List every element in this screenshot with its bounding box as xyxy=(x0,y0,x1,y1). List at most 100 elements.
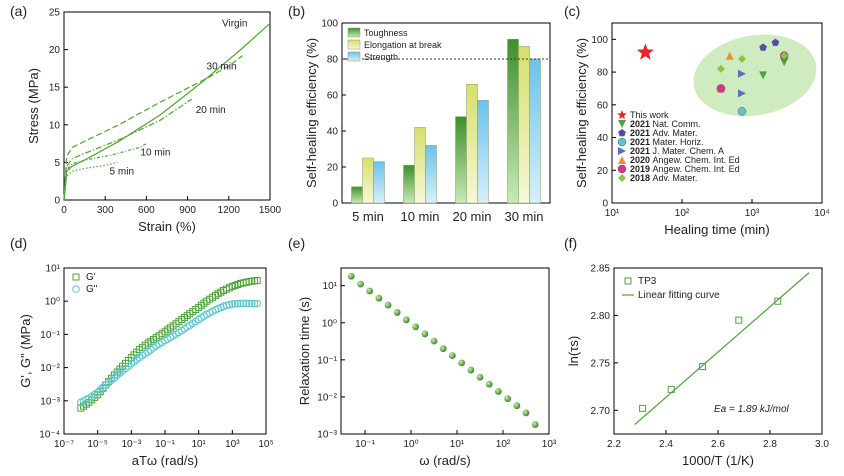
data-point xyxy=(402,316,410,324)
x-tick-label: 10⁵ xyxy=(258,439,273,450)
panel-label-c: (c) xyxy=(564,3,580,19)
x-axis-label: aTω (rad/s) xyxy=(132,453,199,468)
legend-swatch xyxy=(347,51,361,62)
legend-marker xyxy=(618,120,626,128)
panel-label-a: (a) xyxy=(10,3,27,19)
y-tick-label: 10⁻³ xyxy=(317,430,337,441)
x-tick-label: 10¹ xyxy=(605,208,620,219)
data-point xyxy=(93,388,102,397)
legend-marker xyxy=(617,137,627,147)
data-point xyxy=(96,386,105,394)
data-point xyxy=(421,330,429,338)
annotation: Ea = 1.89 kJ/mol xyxy=(714,404,790,415)
bar xyxy=(373,161,385,204)
bar xyxy=(403,164,415,204)
legend-marker xyxy=(618,174,626,182)
data-point xyxy=(716,84,726,93)
data-point xyxy=(448,352,456,360)
legend-label: 2018 Adv. Mater. xyxy=(630,173,697,183)
data-point xyxy=(231,300,239,308)
legend-label: 2020 Angew. Chem. Int. Ed xyxy=(630,155,740,165)
x-tick-label: 10⁻⁷ xyxy=(54,439,74,450)
x-tick-label: 600 xyxy=(138,205,155,216)
x-axis-label: ω (rad/s) xyxy=(419,453,470,468)
x-axis-label: Strain (%) xyxy=(138,219,196,234)
x-tick-label: 10¹ xyxy=(450,439,465,450)
data-point xyxy=(522,409,530,417)
data-point xyxy=(774,297,782,305)
data-point xyxy=(430,337,438,345)
data-point xyxy=(116,369,124,377)
data-point xyxy=(737,107,747,116)
y-tick-label: 5 xyxy=(54,158,60,169)
y-tick-label: 10⁻¹ xyxy=(40,330,60,341)
data-point xyxy=(366,287,374,295)
y-axis-label: Self-healing efficiency (%) xyxy=(574,38,589,188)
y-tick-label: 10⁰ xyxy=(322,318,337,329)
legend-label: Linear fitting curve xyxy=(638,290,720,301)
data-point xyxy=(780,51,789,60)
x-tick-label: 10³ xyxy=(745,208,760,219)
series-line xyxy=(63,98,193,201)
data-point xyxy=(476,373,484,381)
bar xyxy=(518,46,530,204)
y-axis-label: G', G" (MPa) xyxy=(18,314,33,388)
x-axis-label: Healing time (min) xyxy=(664,222,769,237)
x-tick-label: 10⁰ xyxy=(403,439,418,450)
legend-label: 2019 Angew. Chem. Int. Ed xyxy=(630,164,740,174)
series-line xyxy=(63,161,118,201)
bar xyxy=(529,58,541,204)
x-tick-label: 0 xyxy=(61,205,67,216)
legend-marker xyxy=(624,277,632,285)
y-tick-label: 10⁻⁴ xyxy=(39,430,60,441)
y-tick-label: 0 xyxy=(54,196,60,207)
plot-frame xyxy=(611,22,823,204)
panel-c: 10¹ 10² 10³ 10⁴ 0 20 40 60 80 100 Healing time (mi… xyxy=(574,22,830,237)
y-tick-label: 10⁻³ xyxy=(40,396,60,407)
data-point xyxy=(253,277,261,285)
data-point xyxy=(738,89,747,98)
legend-label: Elongation at break xyxy=(364,40,442,50)
y-tick-label: 15 xyxy=(49,83,61,94)
data-point xyxy=(504,395,512,403)
panel-d: 10⁻⁷ 10⁻⁵ 10⁻³ 10⁻¹ 10¹ 10³ 10⁵ 10⁻⁴ 10⁻³ 10⁻² 10⁻… xyxy=(18,264,274,469)
x-tick-label: 5 min xyxy=(352,209,384,224)
data-point xyxy=(239,299,248,308)
data-point xyxy=(113,371,121,380)
series-label: Virgin xyxy=(222,18,247,29)
data-point xyxy=(347,272,355,280)
panel-label-b: (b) xyxy=(288,3,305,19)
bar xyxy=(507,38,519,204)
y-tick-label: 10⁻¹ xyxy=(317,355,337,366)
data-point xyxy=(467,366,475,374)
panel-label-e: (e) xyxy=(288,235,305,251)
x-tick-label: 20 min xyxy=(452,209,491,224)
data-point xyxy=(99,383,107,392)
legend-label: Strength xyxy=(364,52,398,62)
y-tick-label: 60 xyxy=(327,91,339,102)
bar xyxy=(351,186,363,204)
legend-label: This work xyxy=(630,110,669,120)
bar xyxy=(362,157,374,204)
legend-swatch xyxy=(347,27,361,38)
x-tick-label: 10³ xyxy=(542,439,557,450)
y-tick-label: 80 xyxy=(327,55,339,66)
y-tick-label: 10 xyxy=(49,120,61,131)
x-tick-label: 10⁻⁵ xyxy=(87,439,108,450)
data-point xyxy=(242,299,251,308)
legend-label: 2021 Adv. Mater. xyxy=(630,128,697,138)
data-point xyxy=(759,43,767,51)
data-point xyxy=(393,309,401,316)
data-point xyxy=(253,299,261,308)
x-tick-label: 300 xyxy=(97,205,114,216)
x-tick-label: 900 xyxy=(179,205,196,216)
x-tick-label: 2.4 xyxy=(659,439,673,450)
panel-label-d: (d) xyxy=(10,235,27,251)
x-tick-label: 2.8 xyxy=(763,439,777,450)
data-point xyxy=(494,388,502,395)
panel-e: 10⁻¹ 10⁰ 10¹ 10² 10³ 10⁻³ 10⁻² 10⁻¹ 10⁰ 10¹ ω (rad… xyxy=(297,267,557,468)
y-axis-label: Stress (MPa) xyxy=(26,68,41,144)
y-tick-label: 10¹ xyxy=(323,281,338,292)
data-point xyxy=(636,43,654,60)
data-point xyxy=(357,280,364,288)
